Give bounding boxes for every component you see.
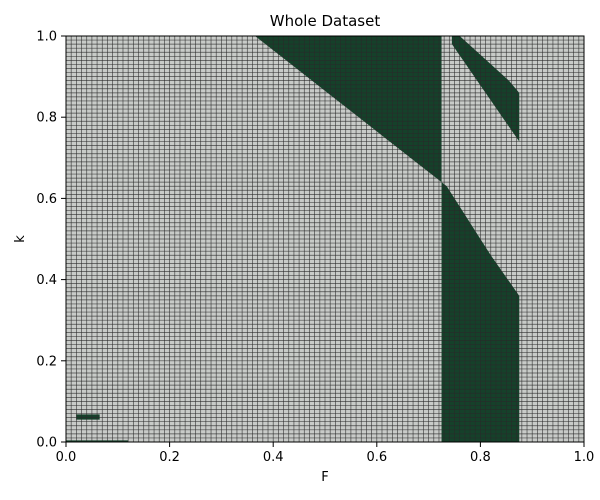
heatmap-region-small-bar	[76, 414, 100, 420]
y-axis-label: k	[13, 235, 28, 243]
grid-lines	[65, 35, 585, 443]
plot-frame	[65, 35, 585, 443]
chart-title: Whole Dataset	[270, 12, 381, 30]
y-tick-label: 0.4	[36, 273, 57, 288]
y-tick-label: 1.0	[36, 30, 57, 45]
x-tick-label: 1.0	[574, 450, 595, 465]
x-tick-label: 0.6	[366, 450, 387, 465]
x-tick-label: 0.4	[263, 450, 284, 465]
x-tick-label: 0.2	[159, 450, 180, 465]
y-axis: 0.0 0.2 0.4 0.6 0.8 1.0	[36, 30, 66, 451]
y-tick-label: 0.6	[36, 192, 57, 207]
x-axis: 0.0 0.2 0.4 0.6 0.8 1.0	[56, 442, 595, 465]
x-tick-label: 0.0	[56, 450, 77, 465]
y-tick-label: 0.8	[36, 111, 57, 126]
y-tick-label: 0.2	[36, 354, 57, 369]
y-tick-label: 0.0	[36, 436, 57, 451]
x-axis-label: F	[321, 470, 328, 485]
x-tick-label: 0.8	[470, 450, 491, 465]
